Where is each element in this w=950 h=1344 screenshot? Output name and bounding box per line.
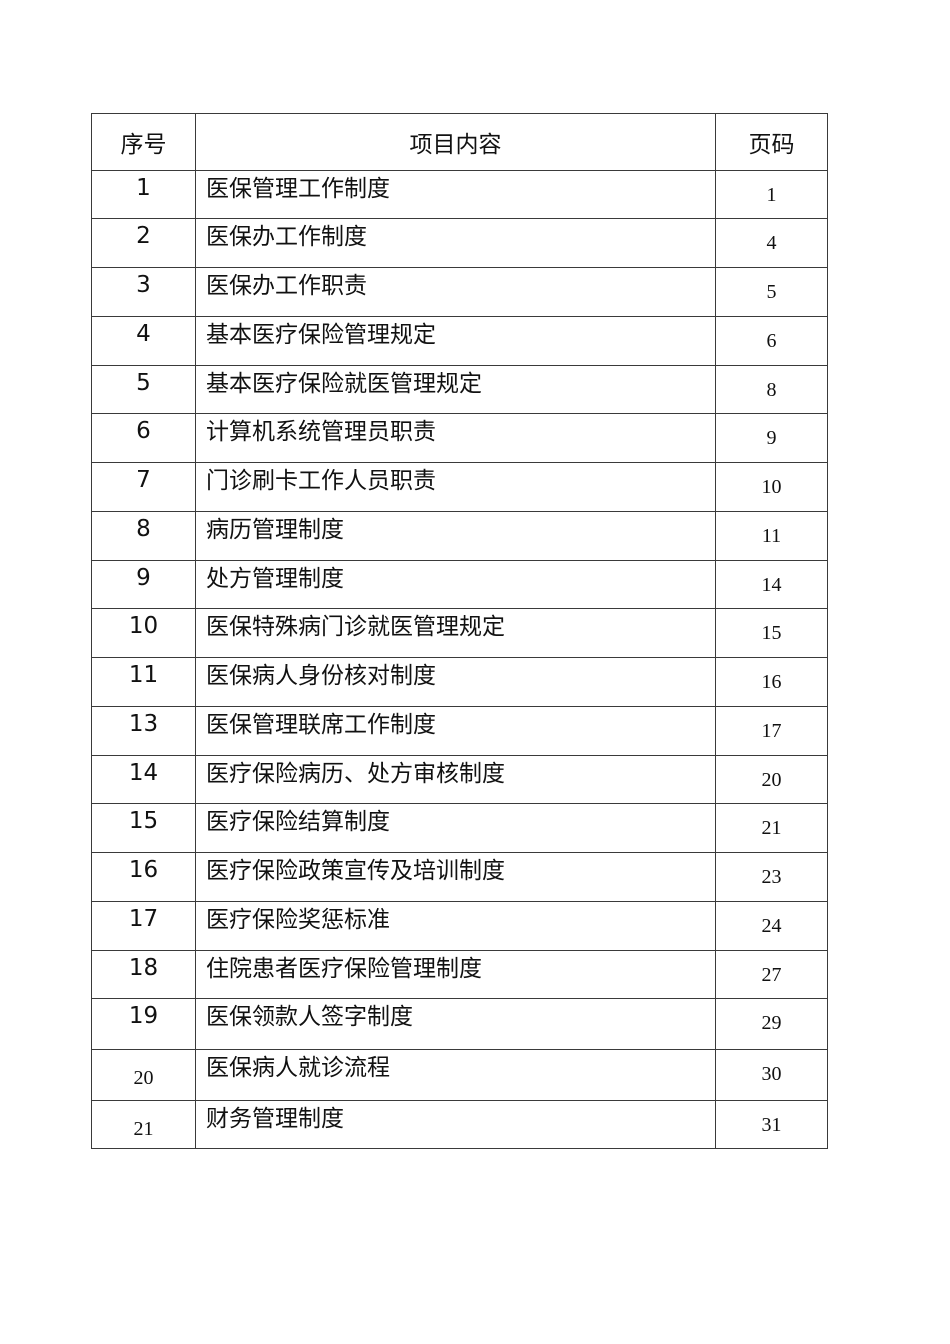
- row-item-title: 住院患者医疗保险管理制度: [195, 950, 716, 999]
- row-page-number: 20: [715, 755, 828, 804]
- row-page-number: 24: [715, 901, 828, 951]
- table-header-row: 序号 项目内容 页码: [91, 113, 828, 171]
- header-number: 序号: [91, 113, 196, 171]
- table-row: 10 医保特殊病门诊就医管理规定 15: [91, 608, 828, 658]
- row-number: 3: [91, 267, 196, 317]
- row-item-title: 医疗保险政策宣传及培训制度: [195, 852, 716, 902]
- table-row: 3 医保办工作职责 5: [91, 267, 828, 317]
- table-row: 5 基本医疗保险就医管理规定 8: [91, 365, 828, 414]
- row-number: 9: [91, 560, 196, 609]
- table-row: 15 医疗保险结算制度 21: [91, 803, 828, 853]
- row-number: 11: [91, 657, 196, 707]
- row-number: 6: [91, 413, 196, 463]
- row-number: 4: [91, 316, 196, 366]
- row-item-title: 医保病人就诊流程: [195, 1049, 716, 1101]
- table-row: 9 处方管理制度 14: [91, 560, 828, 609]
- row-number: 2: [91, 218, 196, 268]
- table-row: 19 医保领款人签字制度 29: [91, 998, 828, 1050]
- row-page-number: 29: [715, 998, 828, 1050]
- header-item: 项目内容: [195, 113, 716, 171]
- row-item-title: 医保管理工作制度: [195, 170, 716, 219]
- row-page-number: 1: [715, 170, 828, 219]
- row-page-number: 21: [715, 803, 828, 853]
- table-row: 17 医疗保险奖惩标准 24: [91, 901, 828, 951]
- row-page-number: 4: [715, 218, 828, 268]
- row-item-title: 医疗保险结算制度: [195, 803, 716, 853]
- row-page-number: 31: [715, 1100, 828, 1149]
- table-row: 13 医保管理联席工作制度 17: [91, 706, 828, 756]
- row-page-number: 6: [715, 316, 828, 366]
- row-item-title: 医疗保险病历、处方审核制度: [195, 755, 716, 804]
- row-number: 8: [91, 511, 196, 561]
- row-page-number: 30: [715, 1049, 828, 1101]
- row-number: 18: [91, 950, 196, 999]
- row-number: 7: [91, 462, 196, 512]
- row-item-title: 门诊刷卡工作人员职责: [195, 462, 716, 512]
- row-item-title: 计算机系统管理员职责: [195, 413, 716, 463]
- row-page-number: 15: [715, 608, 828, 658]
- row-item-title: 处方管理制度: [195, 560, 716, 609]
- table-row: 8 病历管理制度 11: [91, 511, 828, 561]
- row-item-title: 医保办工作职责: [195, 267, 716, 317]
- row-number: 21: [91, 1100, 196, 1149]
- row-page-number: 5: [715, 267, 828, 317]
- row-item-title: 医保管理联席工作制度: [195, 706, 716, 756]
- table-row: 18 住院患者医疗保险管理制度 27: [91, 950, 828, 999]
- table-row: 4 基本医疗保险管理规定 6: [91, 316, 828, 366]
- table-row: 21 财务管理制度 31: [91, 1100, 828, 1149]
- row-number: 1: [91, 170, 196, 219]
- row-item-title: 医疗保险奖惩标准: [195, 901, 716, 951]
- row-page-number: 8: [715, 365, 828, 414]
- row-page-number: 10: [715, 462, 828, 512]
- row-number: 5: [91, 365, 196, 414]
- row-item-title: 病历管理制度: [195, 511, 716, 561]
- row-item-title: 医保病人身份核对制度: [195, 657, 716, 707]
- row-number: 13: [91, 706, 196, 756]
- table-row: 2 医保办工作制度 4: [91, 218, 828, 268]
- table-row: 14 医疗保险病历、处方审核制度 20: [91, 755, 828, 804]
- row-page-number: 17: [715, 706, 828, 756]
- row-number: 17: [91, 901, 196, 951]
- row-page-number: 14: [715, 560, 828, 609]
- row-number: 16: [91, 852, 196, 902]
- row-page-number: 27: [715, 950, 828, 999]
- table-row: 6 计算机系统管理员职责 9: [91, 413, 828, 463]
- row-item-title: 基本医疗保险就医管理规定: [195, 365, 716, 414]
- row-page-number: 11: [715, 511, 828, 561]
- row-number: 10: [91, 608, 196, 658]
- table-of-contents: 序号 项目内容 页码 1 医保管理工作制度 1 2 医保办工作制度 4 3 医保办工作职责 5 4…: [91, 113, 828, 1149]
- row-item-title: 医保领款人签字制度: [195, 998, 716, 1050]
- row-item-title: 财务管理制度: [195, 1100, 716, 1149]
- row-item-title: 基本医疗保险管理规定: [195, 316, 716, 366]
- header-page: 页码: [715, 113, 828, 171]
- table-row: 16 医疗保险政策宣传及培训制度 23: [91, 852, 828, 902]
- row-number: 20: [91, 1049, 196, 1101]
- row-page-number: 9: [715, 413, 828, 463]
- row-item-title: 医保特殊病门诊就医管理规定: [195, 608, 716, 658]
- row-item-title: 医保办工作制度: [195, 218, 716, 268]
- row-number: 14: [91, 755, 196, 804]
- row-page-number: 23: [715, 852, 828, 902]
- row-number: 19: [91, 998, 196, 1050]
- table-row: 11 医保病人身份核对制度 16: [91, 657, 828, 707]
- table-row: 7 门诊刷卡工作人员职责 10: [91, 462, 828, 512]
- table-row: 1 医保管理工作制度 1: [91, 170, 828, 219]
- row-page-number: 16: [715, 657, 828, 707]
- table-row: 20 医保病人就诊流程 30: [91, 1049, 828, 1101]
- row-number: 15: [91, 803, 196, 853]
